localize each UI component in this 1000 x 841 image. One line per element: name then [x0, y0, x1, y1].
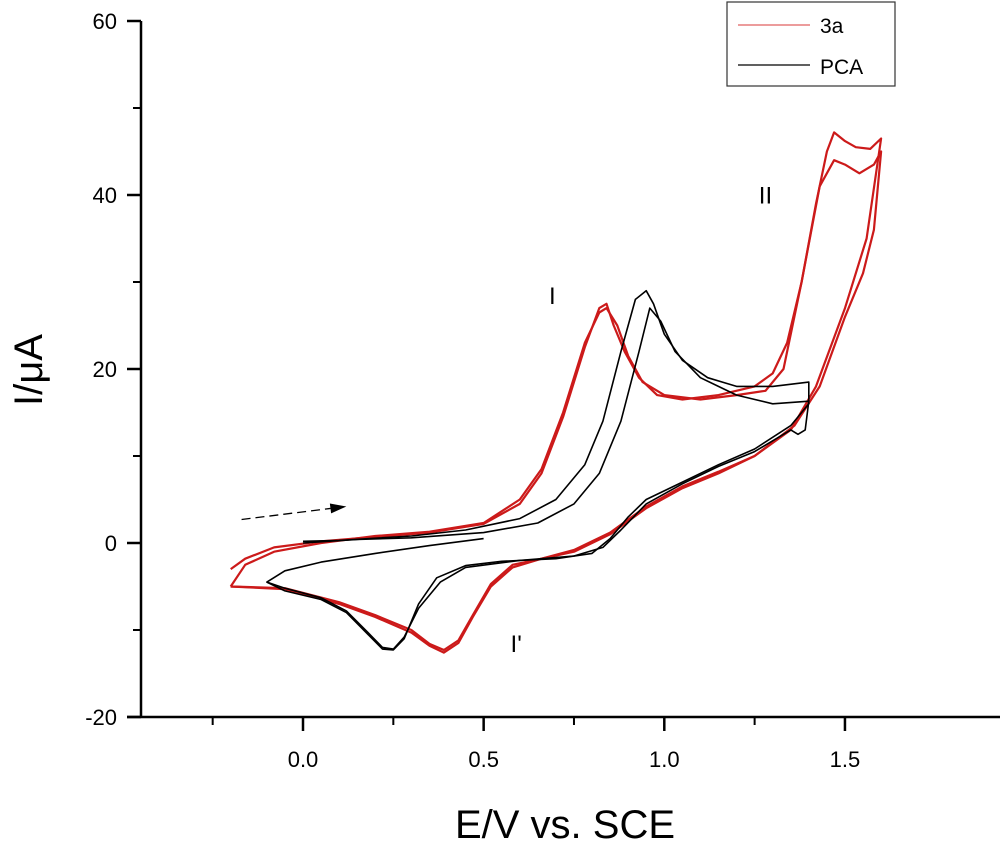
y-tick-label: 20 — [93, 357, 117, 382]
series-3a-cycle-1 — [230, 131, 883, 654]
y-tick-label: 60 — [93, 9, 117, 34]
series-pca-cycle-2 — [266, 307, 810, 650]
y-axis-title: I/μA — [7, 334, 51, 406]
legend-label-pca: PCA — [820, 56, 863, 79]
scan-direction-arrow — [241, 503, 347, 521]
series-pca-cycle-1 — [266, 289, 810, 651]
legend: 3a PCA — [726, 1, 896, 87]
curves — [229, 131, 883, 654]
x-axis-title: E/V vs. SCE — [455, 803, 675, 841]
peak-label: I' — [511, 631, 522, 658]
peak-label: I — [549, 283, 556, 310]
series-3a-cycle-2 — [229, 150, 883, 652]
y-tick-label: 0 — [105, 531, 117, 556]
scan-arrow-shaft — [241, 507, 331, 521]
x-tick-label: 0.5 — [468, 747, 499, 772]
x-tick-label: 1.5 — [830, 747, 861, 772]
y-tick-label: 40 — [93, 183, 117, 208]
ticks: -20 0 20 40 60 0.0 0.5 1.0 1.5 — [85, 9, 860, 772]
x-tick-label: 0.0 — [288, 747, 319, 772]
legend-label-3a: 3a — [820, 15, 844, 38]
x-tick-label: 1.0 — [649, 747, 680, 772]
peak-label: II — [759, 183, 772, 210]
scan-arrow-head — [329, 503, 347, 514]
legend-box — [726, 1, 896, 87]
axes — [127, 21, 1000, 719]
y-tick-label: -20 — [85, 705, 117, 730]
